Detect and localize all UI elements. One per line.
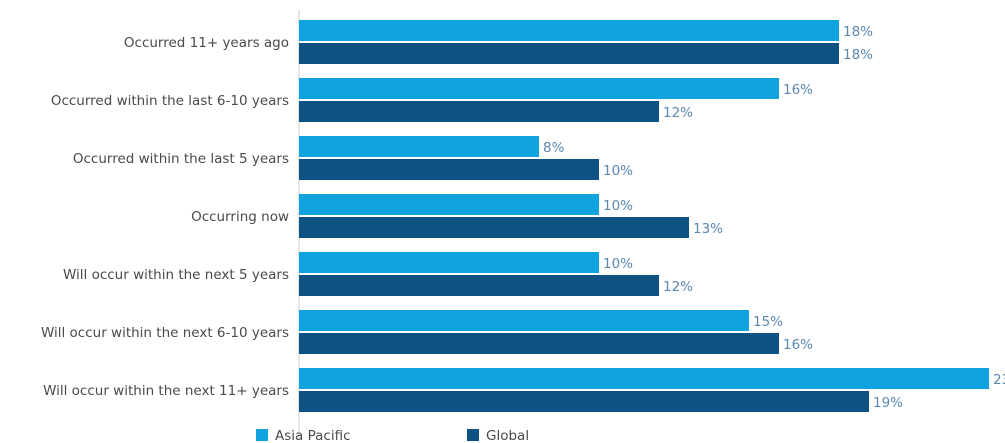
category-label: Occurred within the last 5 years	[73, 151, 289, 167]
bar-global	[299, 101, 659, 122]
legend: Asia Pacific Global	[256, 428, 529, 443]
category-label: Occurred 11+ years ago	[124, 35, 289, 51]
category-label: Will occur within the next 6-10 years	[41, 325, 289, 341]
value-label: 16%	[783, 337, 813, 353]
category-label: Will occur within the next 11+ years	[43, 383, 289, 399]
value-label: 10%	[603, 163, 633, 179]
bar-asia-pacific	[299, 368, 989, 389]
legend-label: Global	[486, 428, 529, 443]
bar-asia-pacific	[299, 136, 539, 157]
value-label: 8%	[543, 140, 565, 156]
legend-swatch	[467, 429, 479, 441]
bar-asia-pacific	[299, 194, 599, 215]
value-label: 19%	[873, 395, 903, 411]
category-labels: Occurred 11+ years ago Occurred within th…	[41, 35, 289, 399]
value-label: 18%	[843, 24, 873, 40]
bar-global	[299, 217, 689, 238]
bar-asia-pacific	[299, 78, 779, 99]
value-label: 13%	[693, 221, 723, 237]
value-label: 12%	[663, 279, 693, 295]
value-labels: 18%18%16%12%8%10%10%13%10%12%15%16%23%19…	[543, 24, 1005, 411]
bar-asia-pacific	[299, 310, 749, 331]
category-label: Occurring now	[191, 209, 289, 225]
value-label: 15%	[753, 314, 783, 330]
value-label: 18%	[843, 47, 873, 63]
bar-global	[299, 391, 869, 412]
legend-label: Asia Pacific	[275, 428, 351, 443]
bar-global	[299, 275, 659, 296]
category-label: Will occur within the next 5 years	[63, 267, 289, 283]
bar-global	[299, 159, 599, 180]
value-label: 23%	[993, 372, 1005, 388]
value-label: 10%	[603, 256, 633, 272]
bar-global	[299, 333, 779, 354]
bars	[299, 20, 989, 412]
bar-asia-pacific	[299, 252, 599, 273]
legend-swatch	[256, 429, 268, 441]
category-label: Occurred within the last 6-10 years	[51, 93, 289, 109]
bar-asia-pacific	[299, 20, 839, 41]
value-label: 10%	[603, 198, 633, 214]
bar-global	[299, 43, 839, 64]
value-label: 12%	[663, 105, 693, 121]
value-label: 16%	[783, 82, 813, 98]
